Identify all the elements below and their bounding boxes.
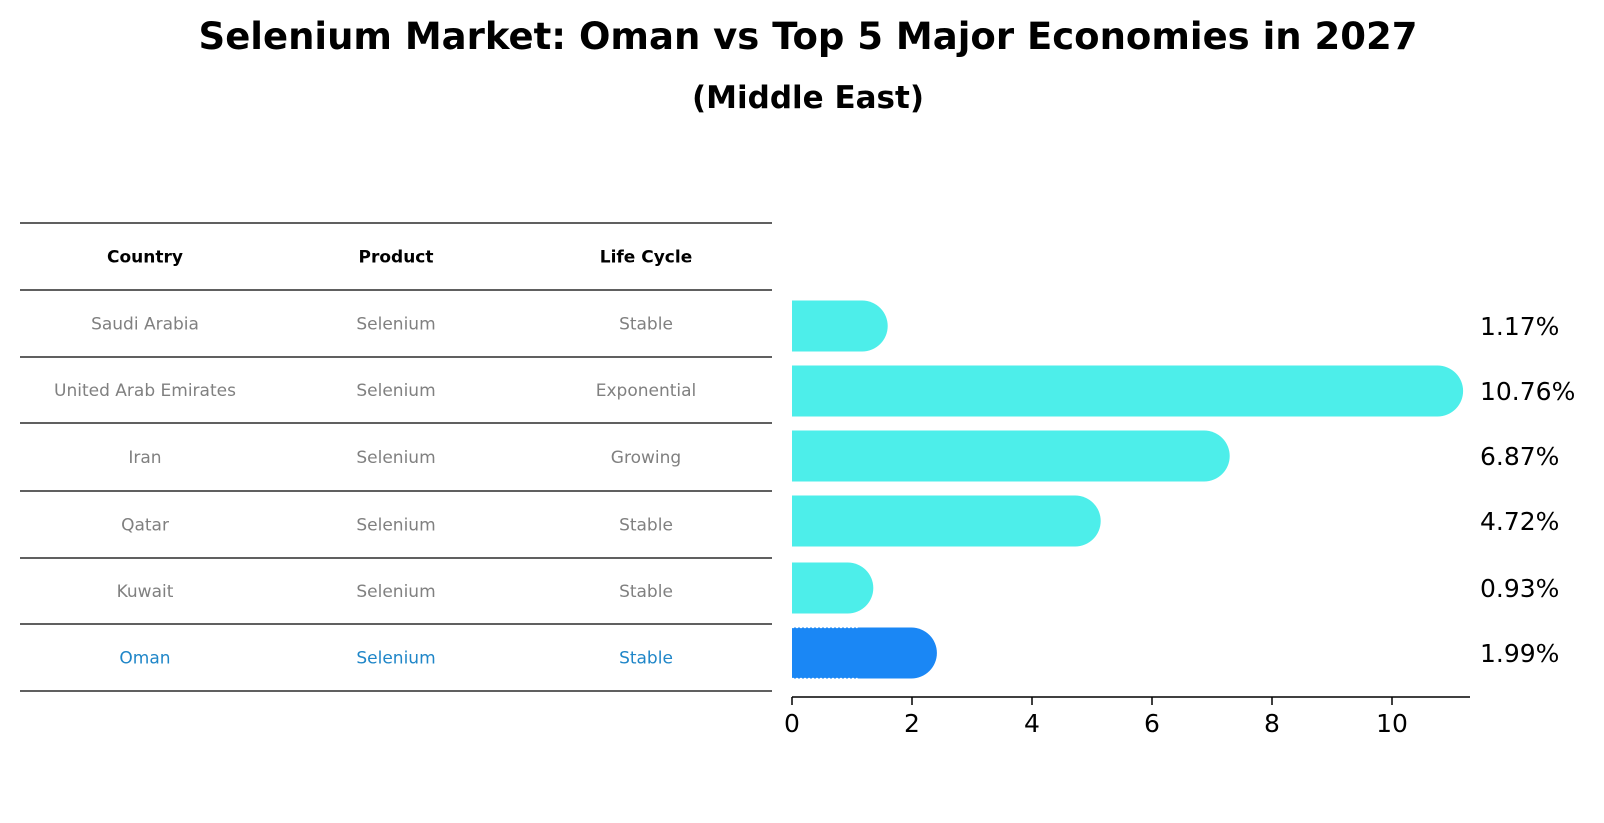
cell-life-cycle: Stable — [619, 582, 673, 602]
cell-product: Selenium — [356, 582, 435, 602]
cell-life-cycle: Stable — [619, 516, 673, 536]
bar-highlight-hatch — [792, 626, 858, 680]
cell-product: Selenium — [356, 516, 435, 536]
cell-life-cycle: Stable — [619, 315, 673, 335]
x-tick-label: 8 — [1264, 709, 1280, 738]
bar-saudi-arabia — [792, 300, 888, 352]
cell-country: United Arab Emirates — [54, 381, 236, 401]
cell-product: Selenium — [356, 381, 435, 401]
cell-country: Kuwait — [117, 582, 174, 602]
cell-country: Iran — [128, 448, 161, 468]
cell-country: Qatar — [121, 516, 169, 536]
bar-qatar — [792, 495, 1101, 547]
header-product: Product — [359, 248, 434, 268]
cell-product: Selenium — [356, 448, 435, 468]
cell-life-cycle: Exponential — [596, 381, 697, 401]
bar-value-label: 6.87% — [1480, 442, 1559, 471]
bar-chart: 1.17% 10.76% 6.87% 4.72% 0.93% 1.99% 0 2 4 6 8 10 — [784, 300, 1575, 738]
cell-life-cycle: Stable — [619, 649, 673, 669]
x-tick-label: 0 — [784, 709, 800, 738]
chart-title: Selenium Market: Oman vs Top 5 Major Eco… — [198, 15, 1418, 58]
x-tick-label: 6 — [1144, 709, 1160, 738]
bar-value-label: 1.17% — [1480, 312, 1559, 341]
cell-product: Selenium — [356, 315, 435, 335]
cell-product: Selenium — [356, 649, 435, 669]
data-table: Country Product Life Cycle Saudi Arabia Sele… — [20, 222, 772, 692]
x-tick-label: 10 — [1376, 709, 1408, 738]
x-tick-label: 4 — [1024, 709, 1040, 738]
cell-country: Saudi Arabia — [91, 315, 199, 335]
cell-life-cycle: Growing — [611, 448, 681, 468]
header-life-cycle: Life Cycle — [600, 248, 693, 268]
cell-country: Oman — [119, 649, 170, 669]
bar-highlight-oman — [792, 627, 937, 679]
bar-united-arab-emirates — [792, 365, 1464, 417]
bar-iran — [792, 430, 1230, 482]
header-country: Country — [107, 248, 183, 268]
chart-subtitle: (Middle East) — [691, 80, 924, 116]
bar-value-label: 4.72% — [1480, 507, 1559, 536]
bar-value-label: 1.99% — [1480, 639, 1559, 668]
x-tick-label: 2 — [904, 709, 920, 738]
bar-value-label: 10.76% — [1480, 377, 1575, 406]
bar-value-label: 0.93% — [1480, 574, 1559, 603]
bar-kuwait — [792, 562, 874, 614]
